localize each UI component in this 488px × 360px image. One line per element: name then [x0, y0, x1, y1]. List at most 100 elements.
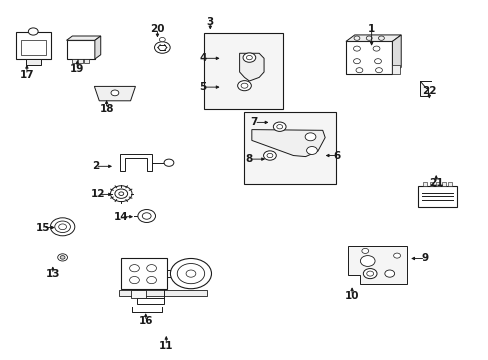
Circle shape — [146, 265, 156, 272]
Circle shape — [361, 248, 368, 253]
Bar — [84, 59, 89, 63]
Circle shape — [276, 125, 282, 129]
Text: 21: 21 — [428, 178, 443, 188]
Text: 2: 2 — [92, 161, 99, 171]
Text: 17: 17 — [20, 70, 34, 80]
Circle shape — [115, 189, 127, 198]
Text: 14: 14 — [114, 212, 128, 222]
Circle shape — [170, 258, 211, 289]
Circle shape — [366, 36, 371, 40]
Bar — [78, 59, 83, 63]
Bar — [441, 182, 445, 186]
Circle shape — [266, 153, 272, 158]
Circle shape — [60, 256, 65, 259]
Text: 13: 13 — [45, 269, 60, 279]
Bar — [72, 59, 77, 63]
Circle shape — [119, 192, 123, 195]
Circle shape — [393, 253, 400, 258]
Text: 22: 22 — [421, 86, 436, 96]
Circle shape — [263, 151, 276, 160]
Circle shape — [110, 186, 132, 202]
Circle shape — [59, 224, 66, 230]
Polygon shape — [251, 130, 325, 157]
Polygon shape — [346, 35, 400, 41]
Polygon shape — [120, 154, 151, 171]
Polygon shape — [347, 246, 406, 284]
Bar — [423, 182, 427, 186]
Circle shape — [273, 122, 285, 131]
Text: 9: 9 — [421, 253, 428, 264]
Circle shape — [237, 81, 251, 91]
Circle shape — [164, 159, 174, 166]
Circle shape — [378, 36, 384, 40]
Circle shape — [185, 270, 195, 277]
Bar — [391, 65, 399, 74]
Circle shape — [50, 218, 75, 236]
Circle shape — [363, 269, 376, 279]
Text: 11: 11 — [159, 341, 173, 351]
Circle shape — [353, 36, 359, 40]
Text: 19: 19 — [70, 64, 84, 74]
Bar — [346, 41, 391, 74]
Circle shape — [129, 276, 139, 284]
Circle shape — [384, 270, 394, 277]
Bar — [243, 112, 336, 184]
Circle shape — [28, 28, 38, 35]
Polygon shape — [391, 35, 400, 74]
Text: 16: 16 — [138, 316, 153, 326]
Polygon shape — [66, 36, 101, 40]
Circle shape — [241, 83, 247, 88]
Circle shape — [374, 59, 381, 64]
Circle shape — [372, 46, 379, 51]
Bar — [137, 297, 163, 304]
Text: 15: 15 — [36, 222, 50, 233]
Circle shape — [177, 264, 204, 284]
Circle shape — [129, 265, 139, 272]
Circle shape — [159, 37, 165, 42]
Circle shape — [146, 276, 156, 284]
Text: 7: 7 — [250, 117, 258, 127]
Bar — [417, 186, 456, 207]
Text: 4: 4 — [199, 53, 206, 63]
Polygon shape — [95, 36, 101, 59]
Circle shape — [111, 90, 119, 96]
Circle shape — [58, 254, 67, 261]
Text: 6: 6 — [333, 150, 340, 161]
Text: 3: 3 — [206, 17, 213, 27]
Bar — [429, 182, 433, 186]
Circle shape — [375, 68, 382, 73]
Text: 8: 8 — [245, 154, 252, 164]
Text: 12: 12 — [90, 189, 105, 199]
Polygon shape — [26, 58, 41, 65]
Text: 18: 18 — [99, 104, 114, 114]
Circle shape — [360, 256, 374, 266]
Circle shape — [154, 42, 170, 53]
Circle shape — [353, 46, 360, 51]
Bar — [204, 33, 282, 109]
Bar — [20, 40, 46, 55]
Circle shape — [55, 221, 70, 233]
Circle shape — [366, 271, 373, 276]
Circle shape — [142, 213, 151, 219]
Circle shape — [353, 59, 360, 64]
Circle shape — [306, 147, 317, 154]
Circle shape — [305, 133, 315, 141]
Bar — [447, 182, 451, 186]
Circle shape — [246, 55, 252, 60]
Text: 5: 5 — [199, 82, 206, 92]
Bar — [435, 182, 439, 186]
Bar — [121, 258, 167, 289]
Circle shape — [243, 53, 255, 62]
Bar — [131, 290, 145, 298]
Text: 1: 1 — [367, 24, 374, 34]
Polygon shape — [239, 53, 264, 81]
Circle shape — [355, 68, 362, 73]
Bar — [118, 289, 207, 296]
Bar — [16, 31, 51, 58]
Polygon shape — [419, 81, 427, 96]
Circle shape — [138, 210, 155, 222]
Text: 10: 10 — [344, 291, 359, 301]
Bar — [66, 40, 95, 59]
Polygon shape — [94, 86, 135, 101]
Text: 20: 20 — [150, 24, 164, 34]
